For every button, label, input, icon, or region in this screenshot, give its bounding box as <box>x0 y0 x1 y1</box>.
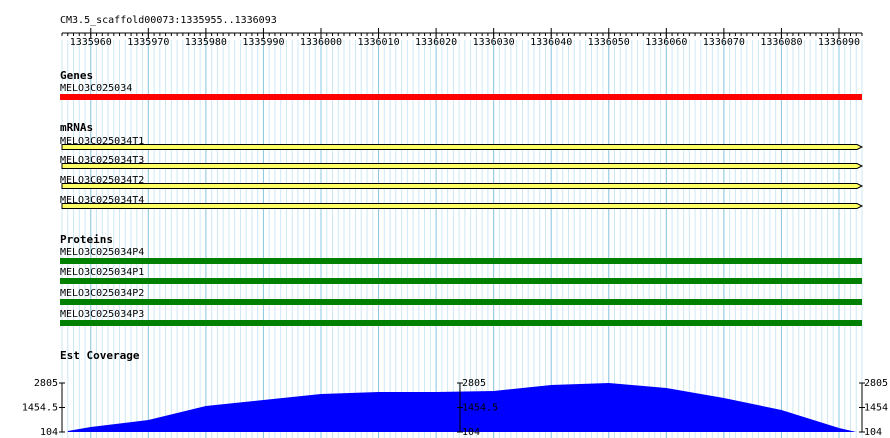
axis-label: 2805 <box>34 378 58 389</box>
feature-label: MELO3C025034T4 <box>60 195 144 206</box>
tick-label: 1336000 <box>300 37 342 48</box>
feature-label: MELO3C025034P2 <box>60 288 144 299</box>
tick-label: 1336020 <box>415 37 457 48</box>
tick-label: 1335970 <box>127 37 169 48</box>
region-title: CM3.5_scaffold00073:1335955..1336093 <box>60 15 277 26</box>
tick-label: 1336060 <box>645 37 687 48</box>
tick-label: 1336010 <box>357 37 399 48</box>
axis-label: 2805 <box>462 378 486 389</box>
tick-label: 1336030 <box>473 37 515 48</box>
tick-label: 1336090 <box>818 37 860 48</box>
feature-arrow <box>61 183 864 189</box>
feature-label: MELO3C025034T3 <box>60 155 144 166</box>
feature-box <box>60 320 862 326</box>
axis-label: 104 <box>864 427 882 438</box>
track-title: mRNAs <box>60 121 93 134</box>
feature-arrow <box>61 144 864 150</box>
track-title: Proteins <box>60 233 113 246</box>
axis-label: 104 <box>40 427 58 438</box>
feature-label: MELO3C025034 <box>60 83 132 94</box>
feature-box <box>60 278 862 284</box>
tick-label: 1336050 <box>588 37 630 48</box>
feature-box <box>60 299 862 305</box>
tick-label: 1336040 <box>530 37 572 48</box>
tick-label: 1335960 <box>70 37 112 48</box>
tracks: 1335960 1335970 1335980 1335990 1336000 13360… <box>22 28 890 438</box>
feature-box <box>60 94 862 100</box>
feature-label: MELO3C025034T1 <box>60 136 144 147</box>
feature-arrow <box>61 203 864 209</box>
tick-label: 1336080 <box>760 37 802 48</box>
axis-label: 104 <box>462 427 480 438</box>
axis-label: 1454.5 <box>462 403 498 414</box>
grid <box>61 40 863 438</box>
axis-label: 2805 <box>864 378 888 389</box>
track-title: Est Coverage <box>60 349 140 362</box>
feature-label: MELO3C025034P4 <box>60 247 144 258</box>
axis-label: 1454.5 <box>864 403 890 414</box>
feature-label: MELO3C025034T2 <box>60 175 144 186</box>
tick-label: 1335980 <box>185 37 227 48</box>
track-title: Genes <box>60 69 93 82</box>
tick-label: 1336070 <box>703 37 745 48</box>
feature-arrow <box>61 163 864 169</box>
tick-label: 1335990 <box>242 37 284 48</box>
feature-box <box>60 258 862 264</box>
feature-label: MELO3C025034P1 <box>60 267 144 278</box>
feature-label: MELO3C025034P3 <box>60 309 144 320</box>
axis-label: 1454.5 <box>22 403 58 414</box>
